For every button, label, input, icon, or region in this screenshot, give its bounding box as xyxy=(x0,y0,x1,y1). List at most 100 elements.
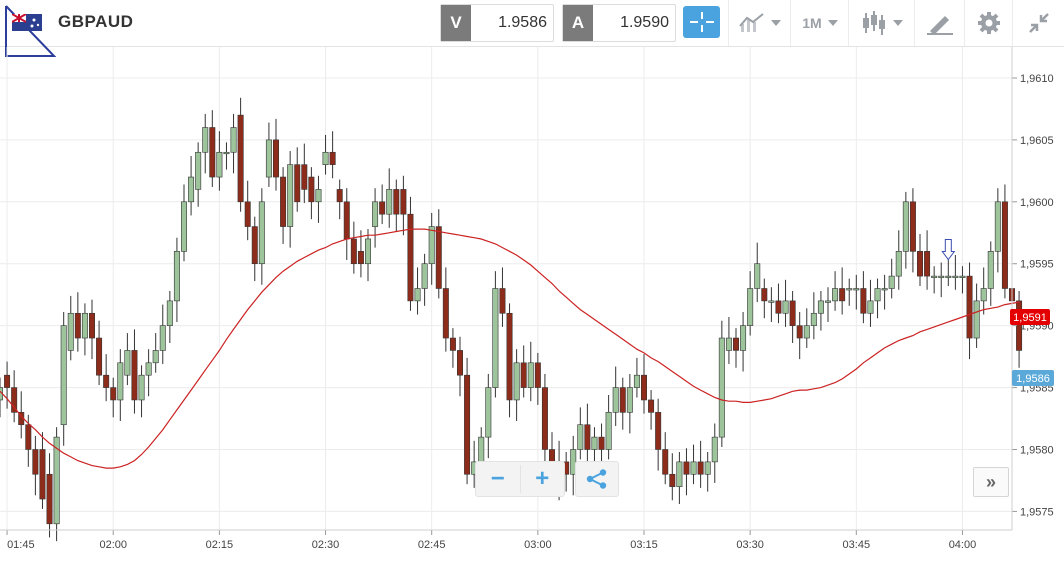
candle-body xyxy=(591,436,598,450)
candle-body xyxy=(520,362,527,388)
candle-body xyxy=(237,114,244,203)
x-tick-label: 02:30 xyxy=(312,539,340,551)
candle-body xyxy=(945,275,952,278)
candle-body xyxy=(867,300,874,314)
candle-body xyxy=(407,213,414,302)
fast-forward-button[interactable]: » xyxy=(973,467,1009,497)
candle-body xyxy=(499,288,506,314)
draw-tool-button[interactable] xyxy=(914,0,965,46)
collapse-button[interactable] xyxy=(1012,0,1064,46)
candle-body xyxy=(46,473,53,525)
interval-dropdown[interactable]: 1M xyxy=(790,0,849,46)
candle-body xyxy=(329,151,336,165)
candle-body xyxy=(513,362,520,401)
candle-body xyxy=(124,350,131,376)
fast-forward-icon: » xyxy=(985,471,996,492)
chart-type-dropdown[interactable] xyxy=(728,0,791,46)
candles-icon xyxy=(863,11,885,35)
arrow-down-icon[interactable] xyxy=(941,239,956,261)
candle-body xyxy=(315,189,322,203)
candle-body xyxy=(860,288,867,314)
x-tick-label: 01:45 xyxy=(7,539,35,551)
candle-body xyxy=(159,325,166,351)
candle-body xyxy=(209,127,216,178)
zoom-out-icon[interactable]: − xyxy=(490,465,505,492)
gear-icon xyxy=(978,12,1000,34)
candle-body xyxy=(117,362,124,401)
candle-body xyxy=(662,449,669,475)
candle-body xyxy=(506,312,513,401)
candle-body xyxy=(633,374,640,388)
candle-body xyxy=(67,312,74,351)
candle-body xyxy=(733,337,739,351)
candle-style-dropdown[interactable] xyxy=(848,0,915,46)
candle-body xyxy=(103,374,110,388)
share-icon xyxy=(586,469,607,489)
candle-body xyxy=(265,139,272,178)
zoom-in-icon[interactable]: + xyxy=(519,465,565,493)
candle-body xyxy=(53,436,60,525)
candle-body xyxy=(697,461,704,475)
candle-body xyxy=(478,436,485,463)
candle-body xyxy=(874,288,881,302)
candle-body xyxy=(202,127,209,153)
candle-body xyxy=(994,201,1001,252)
candle-body xyxy=(301,164,308,190)
chart-type-icon xyxy=(739,13,764,32)
candle-body xyxy=(655,412,662,450)
candle-body xyxy=(492,288,499,388)
x-tick-label: 02:15 xyxy=(206,539,234,551)
y-tick-label: 1,9600 xyxy=(1020,197,1054,209)
candle-body xyxy=(619,387,626,413)
candle-body xyxy=(294,164,301,203)
crosshair-button[interactable] xyxy=(683,6,720,38)
candle-body xyxy=(166,300,173,326)
candle-body xyxy=(273,139,279,178)
settings-button[interactable] xyxy=(964,0,1013,46)
candle-body xyxy=(938,275,945,278)
last-price-tag xyxy=(1010,309,1050,325)
candle-body xyxy=(846,288,853,291)
candle-body xyxy=(641,374,647,401)
interval-label: 1M xyxy=(802,15,822,31)
candle-body xyxy=(917,251,923,277)
y-tick-label: 1,9580 xyxy=(1020,445,1054,457)
toolbar: GBPAUD V 1.9586 A 1.9590 1M xyxy=(0,0,1064,57)
share-button[interactable] xyxy=(575,461,619,497)
bid-button[interactable]: V 1.9586 xyxy=(440,4,554,42)
ask-button[interactable]: A 1.9590 xyxy=(562,4,676,42)
candle-body xyxy=(25,424,32,450)
x-tick-label: 03:00 xyxy=(524,539,552,551)
candle-body xyxy=(60,325,67,426)
candle-body xyxy=(853,288,860,291)
candle-body xyxy=(11,387,18,413)
bid-price-tag xyxy=(1012,370,1054,386)
crosshair-icon xyxy=(689,12,714,32)
candle-body xyxy=(648,399,655,413)
candle-body xyxy=(902,201,909,252)
x-tick-label: 03:30 xyxy=(736,539,764,551)
price-chart[interactable]: 01:45 02:00 02:15 02:30 02:45 03:00 03:15 03:30… xyxy=(0,47,1064,562)
candle-body xyxy=(244,201,251,227)
candle-body xyxy=(138,374,145,401)
bid-label: V xyxy=(441,5,471,41)
candle-body xyxy=(350,238,357,265)
candle-body xyxy=(881,288,888,291)
candle-body xyxy=(527,362,534,388)
candle-body xyxy=(131,350,138,401)
candle-body xyxy=(789,300,796,326)
candle-body xyxy=(810,312,817,326)
draw-tool-icon xyxy=(927,16,953,35)
candle-body xyxy=(435,226,442,289)
x-tick-label: 04:00 xyxy=(949,539,977,551)
candle-body xyxy=(796,325,803,339)
candle-body xyxy=(683,461,690,475)
candle-body xyxy=(747,288,754,326)
candle-body xyxy=(414,288,421,302)
candle-body xyxy=(188,176,195,203)
candle-body xyxy=(768,300,775,303)
zoom-controls: − + xyxy=(475,461,565,497)
candle-body xyxy=(173,251,180,302)
candle-body xyxy=(817,300,824,314)
candle-body xyxy=(365,238,371,265)
